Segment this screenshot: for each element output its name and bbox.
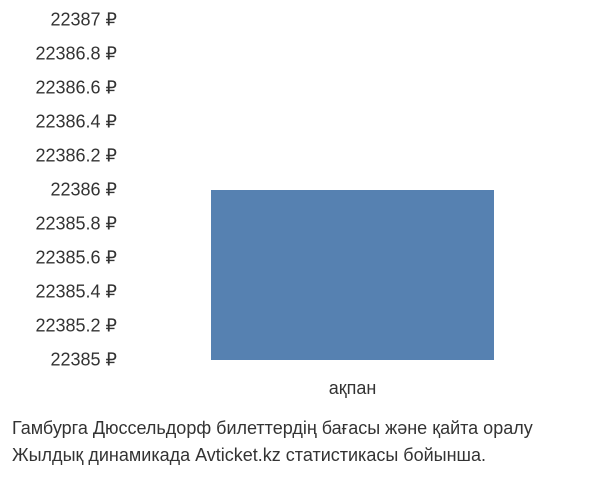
caption-line: Гамбурга Дюссельдорф билеттердің бағасы … bbox=[12, 415, 533, 442]
plot-area: 22387 ₽22386.8 ₽22386.6 ₽22386.4 ₽22386.… bbox=[125, 20, 580, 360]
y-tick-label: 22385.2 ₽ bbox=[35, 316, 117, 337]
y-tick-label: 22385.8 ₽ bbox=[35, 214, 117, 235]
y-tick-label: 22386 ₽ bbox=[50, 180, 117, 201]
y-tick-label: 22385.4 ₽ bbox=[35, 282, 117, 303]
y-axis: 22387 ₽22386.8 ₽22386.6 ₽22386.4 ₽22386.… bbox=[5, 20, 125, 360]
bar-ақпан bbox=[211, 190, 493, 360]
x-axis-label: ақпан bbox=[329, 378, 377, 399]
price-bar-chart: 22387 ₽ 22386.8 ₽ 22386.6 ₽ 22386.4 ₽ 22386.… bbox=[0, 0, 600, 500]
y-tick-label: 22386.2 ₽ bbox=[35, 146, 117, 167]
chart-caption: Гамбурга Дюссельдорф билеттердің бағасы … bbox=[12, 415, 533, 469]
caption-line: Жылдық динамикада Avticket.kz статистика… bbox=[12, 442, 533, 469]
y-tick-label: 22386.6 ₽ bbox=[35, 78, 117, 99]
y-tick-label: 22385 ₽ bbox=[50, 350, 117, 371]
y-tick-label: 22386.4 ₽ bbox=[35, 112, 117, 133]
y-tick-label: 22385.6 ₽ bbox=[35, 248, 117, 269]
y-tick-label: 22387 ₽ bbox=[50, 10, 117, 31]
y-tick-label: 22386.8 ₽ bbox=[35, 44, 117, 65]
